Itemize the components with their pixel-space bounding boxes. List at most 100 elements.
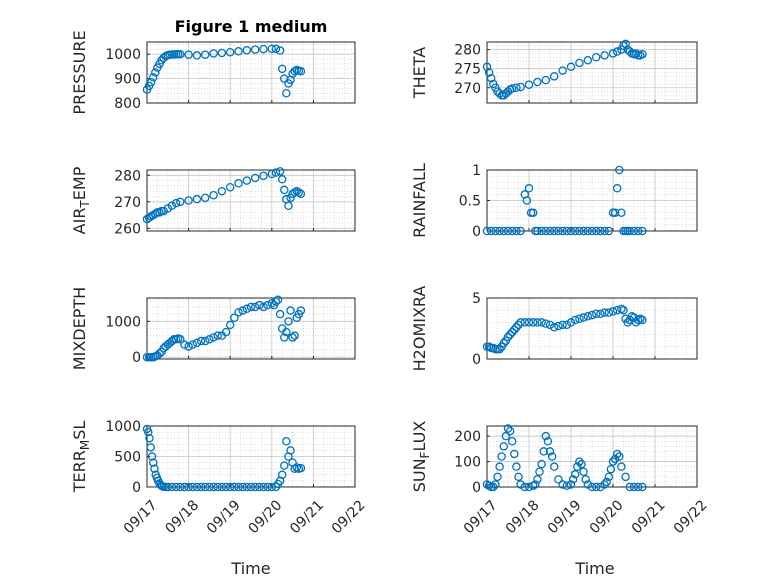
data-point (163, 482, 173, 492)
data-point (221, 327, 231, 337)
data-point (184, 482, 193, 492)
data-point (217, 48, 227, 58)
data-point (520, 318, 530, 327)
data-point (510, 449, 519, 459)
data-point (587, 226, 597, 236)
data-point (539, 447, 548, 456)
data-point (533, 475, 542, 484)
data-point (148, 458, 158, 467)
data-point (535, 467, 544, 476)
x-tick-label: 09/22 (671, 497, 711, 537)
data-point (146, 212, 156, 221)
data-point (176, 482, 185, 492)
data-point (284, 201, 293, 211)
data-point (612, 47, 622, 56)
data-point (495, 344, 504, 354)
data-point (549, 226, 559, 236)
y-tick-label: 270 (114, 195, 141, 211)
data-point (566, 480, 576, 489)
y-tick-label: 270 (454, 81, 481, 97)
figure-title: Figure 1 medium (175, 17, 328, 36)
data-point (167, 482, 177, 492)
data-point (142, 214, 152, 224)
data-point (579, 467, 588, 476)
data-point (482, 62, 492, 72)
data-point (221, 482, 231, 492)
axes-frame (146, 41, 356, 104)
data-point (284, 317, 293, 326)
y-tick-label: 100 (454, 455, 481, 471)
data-point (633, 226, 643, 236)
data-point (242, 46, 252, 55)
data-point (294, 188, 304, 197)
data-point (155, 349, 164, 358)
data-point (280, 461, 289, 470)
data-point (234, 482, 243, 492)
data-point (516, 318, 525, 327)
y-tick-label: 0 (132, 480, 141, 496)
data-point (591, 309, 601, 319)
data-point (629, 482, 639, 492)
panel-pressure: 800 900 1000 PRESSURE (70, 30, 356, 115)
data-point (638, 226, 647, 236)
data-point (200, 50, 210, 59)
data-point (570, 226, 580, 236)
data-point (225, 182, 235, 192)
y-axis-label: MIXDEPTH (70, 287, 89, 370)
data-point (528, 208, 538, 217)
data-point (533, 77, 542, 87)
y-tick-label: 0 (472, 480, 481, 496)
data-point (602, 477, 611, 487)
data-point (512, 462, 521, 471)
y-tick-label: 200 (454, 429, 481, 445)
data-point (217, 186, 227, 196)
data-point (545, 320, 555, 330)
data-point (591, 226, 601, 236)
data-point (619, 305, 628, 315)
data-point (566, 226, 576, 236)
y-tick-label: 0 (472, 352, 481, 368)
data-point (176, 335, 185, 344)
data-point (495, 89, 504, 98)
data-point (255, 482, 264, 492)
data-point (286, 306, 295, 315)
data-point (296, 306, 306, 315)
y-axis-label: THETA (410, 47, 429, 99)
y-tick-label: 800 (114, 96, 141, 112)
y-axis-label: PRESSURE (70, 30, 89, 114)
data-point (501, 431, 511, 441)
data-point (558, 320, 567, 330)
data-point (150, 464, 159, 473)
data-point (277, 470, 287, 480)
data-point (541, 75, 551, 85)
data-point (558, 480, 567, 489)
data-point (604, 308, 614, 317)
data-point (638, 482, 647, 492)
x-tick-label: 09/20 (587, 497, 627, 537)
data-point (491, 480, 500, 489)
data-point (267, 169, 277, 179)
data-point (596, 226, 605, 236)
data-point (288, 189, 297, 199)
data-point (516, 480, 525, 489)
data-point (205, 335, 214, 344)
data-point (167, 201, 177, 211)
data-point (200, 193, 210, 203)
data-point (155, 208, 164, 217)
data-point (234, 179, 243, 188)
data-point (499, 338, 509, 348)
data-point (225, 482, 235, 492)
y-axis-label: AIRTEMP (70, 166, 92, 234)
data-point (615, 452, 624, 461)
data-point (537, 459, 546, 469)
data-point (545, 226, 555, 236)
data-point (575, 226, 584, 236)
data-point (512, 323, 521, 332)
panel-rainfall: 0 0.5 1 RAINFALL (410, 163, 698, 240)
data-point (604, 226, 614, 236)
data-point (200, 482, 210, 492)
data-point (489, 482, 498, 492)
data-point (250, 45, 260, 54)
x-tick-label: 09/20 (246, 497, 286, 537)
data-point (545, 447, 555, 456)
